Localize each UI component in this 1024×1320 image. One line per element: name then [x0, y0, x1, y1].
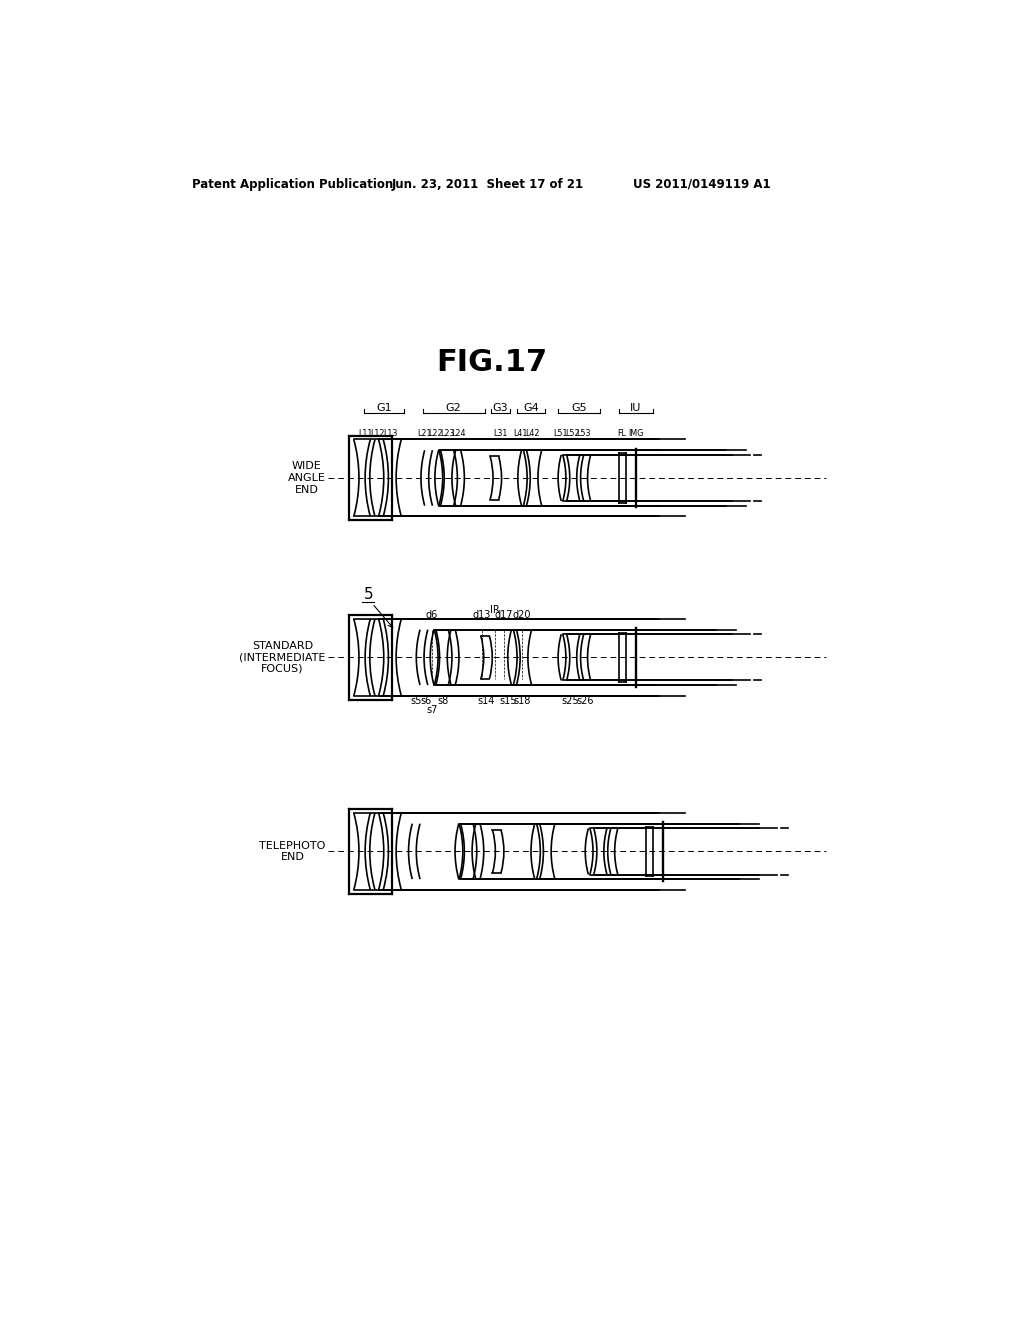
Text: Patent Application Publication: Patent Application Publication: [191, 178, 393, 190]
Text: FIG.17: FIG.17: [436, 348, 548, 378]
Text: L51: L51: [553, 429, 567, 438]
Text: d20: d20: [512, 610, 531, 620]
Text: G4: G4: [523, 403, 539, 413]
Text: L53: L53: [577, 429, 591, 438]
Text: IMG: IMG: [628, 429, 643, 438]
Text: G2: G2: [445, 403, 462, 413]
Text: G5: G5: [571, 403, 587, 413]
Text: L24: L24: [452, 429, 466, 438]
Text: G3: G3: [493, 403, 508, 413]
Text: s14: s14: [477, 696, 495, 706]
Text: s18: s18: [514, 696, 531, 706]
Text: TELEPHOTO
END: TELEPHOTO END: [259, 841, 326, 862]
Text: L52: L52: [565, 429, 580, 438]
Text: WIDE
ANGLE
END: WIDE ANGLE END: [288, 462, 326, 495]
Text: IR: IR: [490, 605, 501, 615]
Text: d13: d13: [473, 610, 492, 620]
Text: s26: s26: [577, 696, 594, 706]
Text: L23: L23: [440, 429, 455, 438]
Text: s5: s5: [411, 696, 422, 706]
Text: L11: L11: [358, 429, 373, 438]
Text: d6: d6: [426, 610, 438, 620]
Text: IU: IU: [630, 403, 641, 413]
Text: d17: d17: [495, 610, 513, 620]
Text: Jun. 23, 2011  Sheet 17 of 21: Jun. 23, 2011 Sheet 17 of 21: [391, 178, 584, 190]
Text: s7: s7: [426, 705, 437, 715]
Text: s6: s6: [420, 696, 431, 706]
Text: 5: 5: [364, 587, 373, 602]
Text: FL: FL: [617, 429, 626, 438]
Text: s15: s15: [499, 696, 516, 706]
Text: L41: L41: [513, 429, 527, 438]
Text: STANDARD
(INTERMEDIATE
FOCUS): STANDARD (INTERMEDIATE FOCUS): [240, 640, 326, 675]
Text: L31: L31: [494, 429, 508, 438]
Text: L12: L12: [371, 429, 385, 438]
Text: L13: L13: [383, 429, 397, 438]
Text: s8: s8: [437, 696, 449, 706]
Text: L42: L42: [525, 429, 540, 438]
Text: s25: s25: [561, 696, 579, 706]
Text: L22: L22: [428, 429, 443, 438]
Text: G1: G1: [376, 403, 391, 413]
Text: US 2011/0149119 A1: US 2011/0149119 A1: [633, 178, 771, 190]
Text: L21: L21: [417, 429, 431, 438]
